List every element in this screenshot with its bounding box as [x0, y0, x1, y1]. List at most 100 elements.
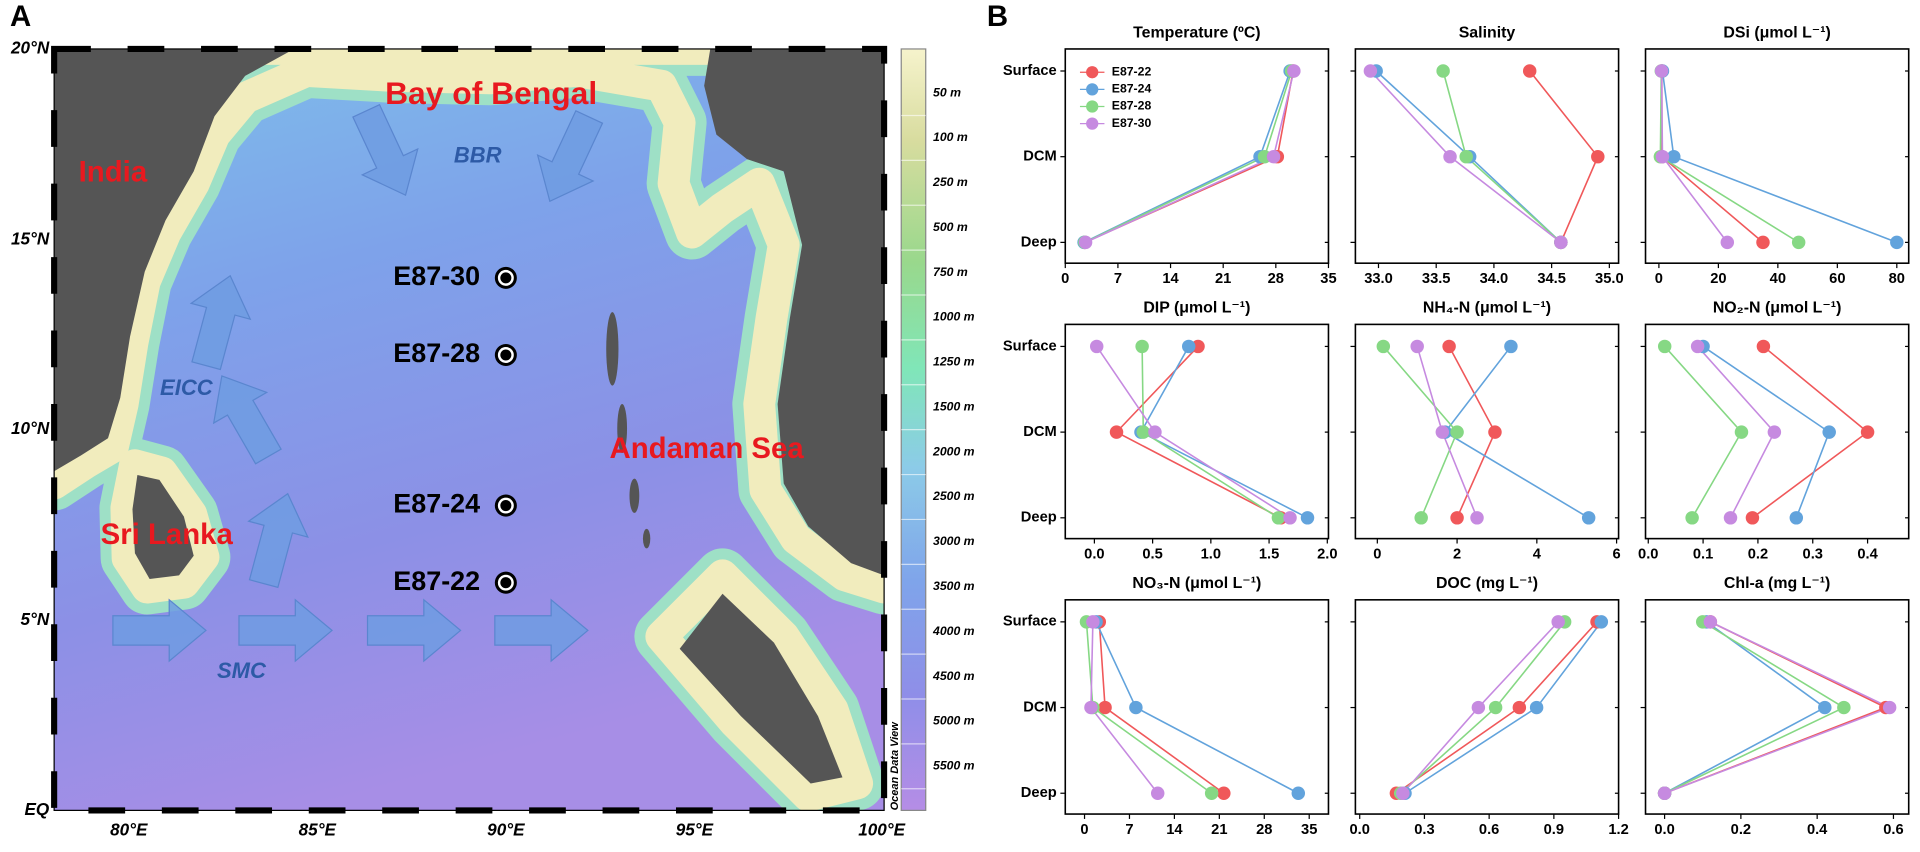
data-point	[1488, 700, 1503, 715]
chart-title: NO₂-N (μmol L⁻¹)	[1713, 300, 1842, 317]
map	[54, 48, 885, 811]
current-label: EICC	[160, 375, 214, 400]
lat-label: 20°N	[10, 37, 50, 57]
data-point	[1690, 339, 1705, 354]
depth-label: 250 m	[932, 175, 968, 189]
x-tick-label: 2.0	[1317, 546, 1337, 562]
chart-title: Temperature (ºC)	[1133, 24, 1260, 41]
data-point	[1657, 786, 1672, 800]
data-point	[1136, 425, 1151, 439]
x-tick-label: 0.2	[1748, 546, 1768, 562]
data-point	[1470, 511, 1484, 525]
y-tick-label: Surface	[1003, 614, 1057, 630]
lon-label: 85°E	[299, 820, 337, 840]
depth-label: 1000 m	[933, 310, 975, 324]
current-label: BBR	[454, 143, 502, 168]
x-tick-label: 0.4	[1857, 546, 1878, 562]
x-tick-label: 0.0	[1654, 822, 1674, 838]
data-point	[1135, 339, 1149, 354]
x-tick-label: 4	[1533, 546, 1542, 562]
x-tick-label: 1.0	[1201, 546, 1221, 562]
x-tick-label: 35	[1320, 271, 1336, 287]
map-labels: 20°N 15°N 10°N 5°N EQ 80°E 85°E 90°E 95°E 100°E Ba…	[10, 37, 975, 839]
depth-label: 500 m	[933, 220, 968, 234]
depth-label: 2000 m	[932, 444, 975, 458]
data-point	[1443, 149, 1457, 164]
series-line	[1659, 70, 1800, 244]
legend-marker	[1086, 83, 1099, 96]
x-tick-label: 7	[1125, 822, 1133, 838]
y-tick-label: Deep	[1021, 234, 1057, 250]
series-line	[1529, 70, 1599, 243]
panel-label: B	[987, 0, 1008, 33]
chart-title: Salinity	[1459, 24, 1516, 41]
y-tick-label: Surface	[1003, 63, 1057, 79]
x-tick-label: 14	[1162, 271, 1179, 287]
data-point	[1271, 511, 1286, 525]
data-point	[1767, 425, 1782, 439]
x-tick-label: 0.3	[1414, 822, 1434, 838]
lat-label: EQ	[24, 799, 49, 819]
y-tick-label: Surface	[1003, 338, 1057, 354]
x-tick-label: 40	[1770, 271, 1786, 287]
x-tick-label: 0.0	[1350, 822, 1370, 838]
plot-frame	[1354, 599, 1620, 815]
depth-label: 2500 m	[932, 489, 975, 503]
x-tick-label: 7	[1114, 271, 1122, 287]
legend-label: E87-24	[1112, 82, 1152, 96]
x-tick-label: 33.5	[1422, 271, 1451, 287]
x-tick-label: 0.6	[1883, 822, 1903, 838]
x-tick-label: 0.2	[1731, 822, 1751, 838]
depth-label: 3500 m	[933, 579, 975, 593]
series-line	[1098, 621, 1225, 794]
data-point	[1129, 700, 1143, 715]
data-point	[1442, 339, 1456, 354]
lon-label: 90°E	[487, 820, 525, 840]
x-tick-label: 0.0	[1084, 546, 1104, 562]
data-point	[1734, 425, 1749, 439]
data-point	[1882, 700, 1897, 715]
depth-label: 5500 m	[933, 759, 975, 773]
data-point	[1581, 511, 1596, 525]
legend-label: E87-28	[1112, 99, 1152, 113]
series-line	[1664, 621, 1846, 794]
data-point	[1109, 425, 1124, 439]
depth-label: 50 m	[933, 85, 961, 99]
data-point	[1488, 425, 1502, 439]
depth-label: 5000 m	[933, 714, 975, 728]
data-point	[1291, 786, 1306, 800]
data-point	[1667, 149, 1681, 164]
chart-title: DSi (μmol L⁻¹)	[1723, 24, 1830, 41]
data-point	[1723, 511, 1738, 525]
data-point	[1376, 339, 1391, 354]
x-tick-label: 0.0	[1638, 546, 1658, 562]
data-point	[1818, 700, 1832, 715]
station-marker-dot	[500, 272, 512, 284]
x-tick-label: 0.6	[1479, 822, 1499, 838]
depth-label: 750 m	[933, 265, 968, 279]
x-tick-label: 6	[1613, 546, 1621, 562]
data-point	[1410, 339, 1424, 354]
data-point	[1655, 149, 1670, 164]
data-point	[1287, 64, 1301, 78]
data-point	[1098, 700, 1112, 715]
data-point	[1594, 615, 1609, 629]
x-tick-label: 0.5	[1142, 546, 1162, 562]
data-point	[1217, 786, 1231, 800]
chart-title: DIP (μmol L⁻¹)	[1143, 300, 1250, 317]
chart-title: NO₃-N (μmol L⁻¹)	[1132, 575, 1261, 592]
x-tick-label: 34.0	[1480, 271, 1509, 287]
series-line	[1139, 346, 1308, 519]
x-tick-label: 1.5	[1259, 546, 1279, 562]
station-marker-dot	[500, 349, 512, 361]
x-tick-label: 33.0	[1364, 271, 1393, 287]
series-line	[1096, 345, 1291, 519]
x-tick-label: 34.5	[1537, 271, 1566, 287]
station-marker-dot	[500, 577, 512, 589]
x-tick-label: 21	[1215, 271, 1231, 287]
legend-label: E87-30	[1112, 116, 1152, 130]
station-label: E87-30	[393, 261, 480, 291]
data-point	[1657, 339, 1672, 354]
data-point	[1084, 700, 1098, 715]
